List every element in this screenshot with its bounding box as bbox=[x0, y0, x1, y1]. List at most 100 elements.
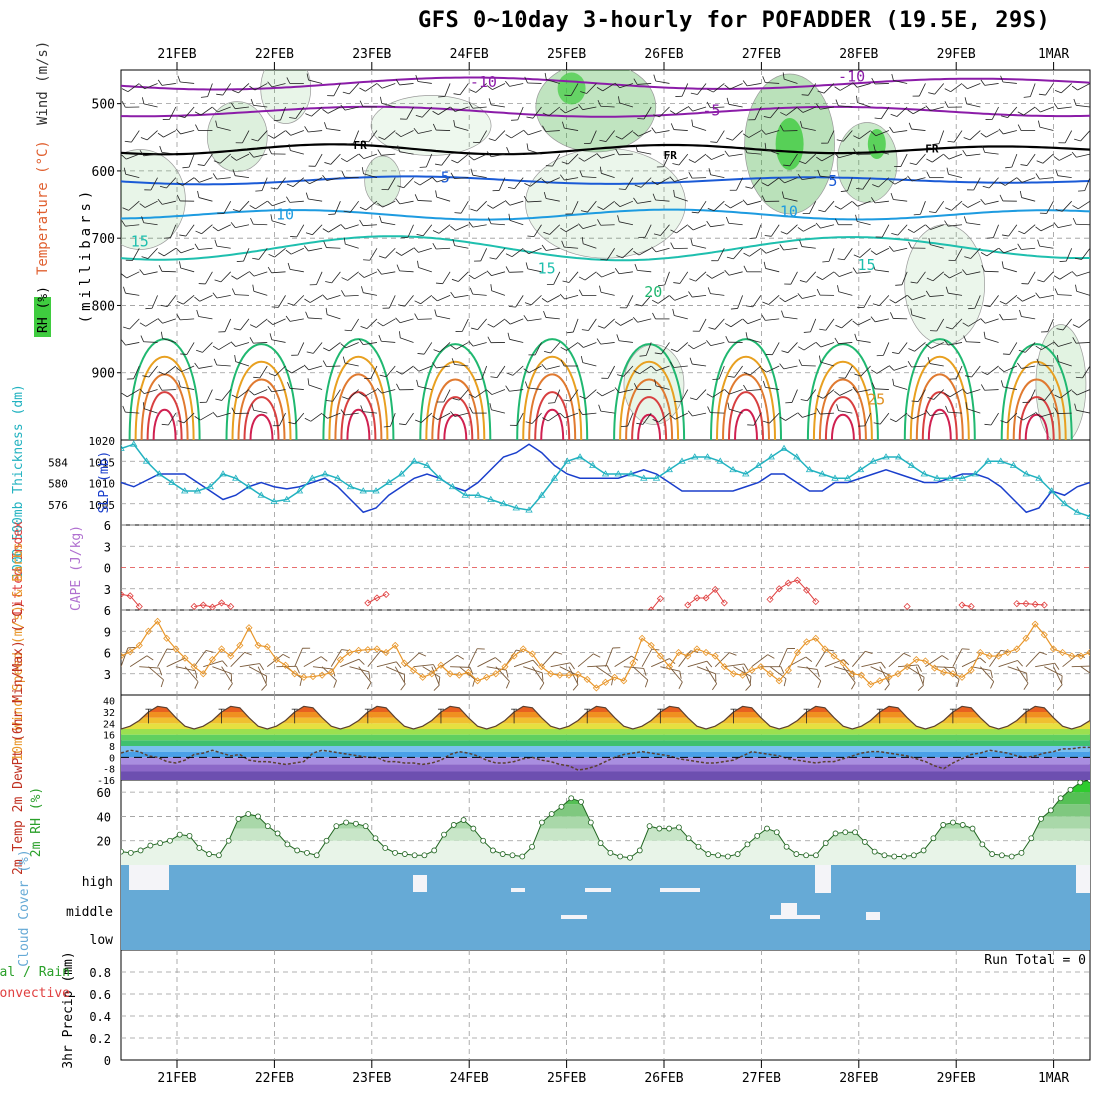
wind-barb bbox=[358, 338, 378, 346]
barb-shaft bbox=[310, 412, 323, 422]
lifted-label: Lifted Index bbox=[11, 521, 26, 615]
wind-barb bbox=[762, 76, 780, 84]
wind-marks bbox=[121, 617, 1090, 692]
barb-shaft bbox=[820, 361, 835, 367]
barb-shaft bbox=[458, 271, 469, 282]
barb-shaft bbox=[186, 342, 195, 355]
barb-flag bbox=[267, 134, 275, 139]
barb-shaft bbox=[966, 389, 981, 395]
wind-barb bbox=[1017, 106, 1036, 116]
barb-flag bbox=[285, 249, 292, 255]
wind-barb bbox=[1001, 106, 1018, 118]
barb-flag bbox=[834, 205, 842, 210]
lifted-point bbox=[199, 601, 207, 609]
wind10-barb bbox=[148, 666, 164, 688]
barb-flag bbox=[1020, 164, 1028, 166]
barb-shaft bbox=[1028, 389, 1036, 403]
barb-flag bbox=[268, 253, 275, 258]
barb-shaft bbox=[596, 666, 614, 679]
wind-barb bbox=[840, 177, 853, 192]
barb-flag bbox=[926, 158, 933, 163]
wind-barb bbox=[928, 237, 944, 249]
barb-shaft bbox=[948, 342, 963, 346]
barb-flag bbox=[212, 345, 219, 351]
wind-barb bbox=[267, 266, 286, 274]
wind-barb bbox=[1036, 153, 1054, 164]
wind-barb bbox=[432, 412, 451, 421]
wind-barb bbox=[599, 285, 615, 296]
barb-flag bbox=[578, 276, 586, 281]
barb-shaft bbox=[549, 224, 561, 235]
barb-shaft bbox=[765, 82, 780, 84]
isotherm-label: 5 bbox=[828, 172, 837, 190]
rh-shading bbox=[206, 101, 268, 172]
barb-flag bbox=[213, 160, 221, 164]
wind-barb bbox=[179, 261, 195, 273]
barb-shaft bbox=[1053, 666, 1063, 685]
barb-flag bbox=[779, 178, 785, 184]
wind-barb bbox=[398, 295, 414, 307]
barb-shaft bbox=[162, 200, 176, 205]
barb-shaft bbox=[678, 153, 689, 166]
barb-shaft bbox=[491, 104, 506, 108]
barb-shaft bbox=[711, 153, 725, 160]
wind-barb bbox=[327, 83, 341, 97]
isotherm-line bbox=[134, 356, 195, 440]
rh-point bbox=[215, 852, 222, 859]
barb-flag bbox=[669, 658, 676, 665]
wind-barb bbox=[492, 177, 506, 192]
wind-barb bbox=[930, 318, 945, 332]
wind-speed-point bbox=[327, 668, 335, 676]
barb-flag bbox=[1072, 324, 1080, 328]
wind-barb bbox=[962, 269, 981, 276]
barb-shaft bbox=[167, 295, 177, 307]
barb-flag bbox=[799, 280, 807, 283]
barb-flag bbox=[673, 189, 675, 197]
thickness-point bbox=[1009, 461, 1018, 468]
wind10-barb bbox=[724, 663, 749, 671]
ytick-upper: 800 bbox=[92, 299, 115, 314]
barb-shaft bbox=[674, 294, 688, 301]
barb-flag bbox=[945, 286, 949, 294]
barb-flag bbox=[434, 163, 442, 166]
barb-flag bbox=[435, 282, 443, 285]
wind-barb bbox=[856, 177, 871, 190]
wind-barb bbox=[669, 294, 688, 301]
barb-shaft bbox=[785, 412, 798, 421]
rh-point bbox=[597, 840, 604, 847]
barb-shaft bbox=[765, 318, 780, 321]
barb-flag bbox=[762, 420, 770, 424]
temp-band bbox=[121, 723, 1090, 729]
barb-shaft bbox=[802, 412, 816, 418]
barb-flag bbox=[271, 306, 279, 308]
barb-flag bbox=[488, 98, 492, 105]
wind-barb bbox=[505, 247, 524, 258]
wind-barb bbox=[690, 238, 707, 249]
barb-shaft bbox=[568, 271, 579, 283]
wind-barb bbox=[818, 200, 835, 213]
barb-flag bbox=[745, 186, 752, 189]
barb-flag bbox=[253, 376, 260, 379]
barb-flag bbox=[816, 276, 823, 280]
barb-flag bbox=[270, 214, 273, 221]
barb-shaft bbox=[495, 666, 510, 682]
barb-flag bbox=[798, 346, 805, 351]
isotherm-line bbox=[340, 391, 377, 440]
thickness-point bbox=[206, 482, 214, 490]
lifted-point bbox=[958, 601, 966, 609]
wind-barb bbox=[398, 412, 414, 426]
barb-flag bbox=[799, 240, 803, 247]
barb-shaft bbox=[546, 365, 560, 370]
wind-speed-point bbox=[620, 677, 628, 685]
barb-flag bbox=[578, 342, 584, 348]
barb-flag bbox=[342, 356, 346, 364]
barb-flag bbox=[908, 241, 912, 249]
barb-flag bbox=[158, 384, 163, 391]
barb-shaft bbox=[806, 666, 822, 682]
barb-shaft bbox=[603, 200, 615, 210]
barb-shaft bbox=[728, 222, 743, 226]
wind-barb bbox=[197, 153, 213, 166]
wind-barb bbox=[874, 106, 890, 120]
wind-barb bbox=[853, 148, 871, 155]
barb-shaft bbox=[234, 294, 250, 296]
